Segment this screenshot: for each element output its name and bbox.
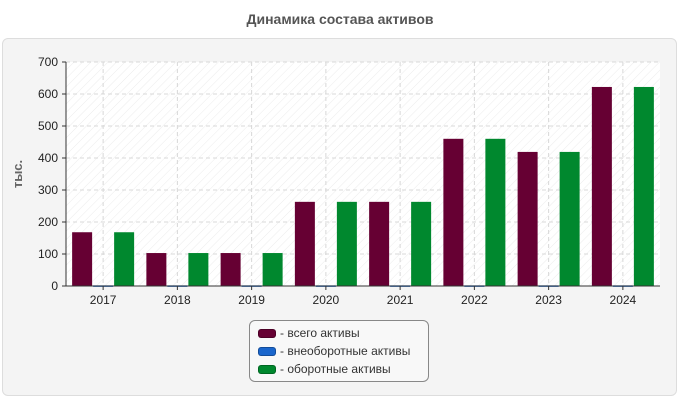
bar-series-3-2020[interactable] xyxy=(336,201,357,286)
y-tick-label: 600 xyxy=(38,87,58,101)
legend-label-noncurrent-assets: - внеоборотные активы xyxy=(280,344,411,358)
legend: - всего активы - внеоборотные активы - о… xyxy=(249,320,429,382)
bar-series-3-2023[interactable] xyxy=(559,151,580,286)
bar-series-1-2021[interactable] xyxy=(369,201,390,286)
x-tick-label: 2020 xyxy=(313,293,340,307)
y-tick-label: 100 xyxy=(38,247,58,261)
legend-label-total-assets: - всего активы xyxy=(280,326,360,340)
bar-series-3-2024[interactable] xyxy=(633,86,654,287)
y-tick-label: 300 xyxy=(38,183,58,197)
x-tick-label: 2024 xyxy=(610,293,637,307)
bar-series-3-2022[interactable] xyxy=(485,138,506,286)
bar-series-3-2019[interactable] xyxy=(262,253,283,286)
bar-series-1-2020[interactable] xyxy=(294,201,315,286)
x-tick-label: 2017 xyxy=(90,293,117,307)
y-axis-label: тыс. xyxy=(10,160,25,188)
x-tick-label: 2022 xyxy=(461,293,488,307)
y-tick-label: 400 xyxy=(38,151,58,165)
x-tick-label: 2019 xyxy=(238,293,265,307)
y-tick-label: 500 xyxy=(38,119,58,133)
legend-swatch-noncurrent-assets xyxy=(258,346,276,356)
legend-swatch-total-assets xyxy=(258,328,276,338)
bar-series-1-2022[interactable] xyxy=(443,138,464,286)
y-tick-label: 200 xyxy=(38,215,58,229)
bar-series-1-2017[interactable] xyxy=(72,232,93,286)
x-tick-label: 2021 xyxy=(387,293,414,307)
bar-series-1-2019[interactable] xyxy=(220,253,241,286)
bar-series-1-2024[interactable] xyxy=(591,86,612,287)
bar-series-3-2017[interactable] xyxy=(114,232,135,286)
y-tick-label: 700 xyxy=(38,55,58,69)
bar-series-1-2023[interactable] xyxy=(517,151,538,286)
y-tick-label: 0 xyxy=(51,279,58,293)
x-tick-label: 2023 xyxy=(535,293,562,307)
legend-label-current-assets: - оборотные активы xyxy=(280,362,391,376)
bar-series-3-2018[interactable] xyxy=(188,253,209,286)
bar-series-3-2021[interactable] xyxy=(411,201,432,286)
legend-swatch-current-assets xyxy=(258,364,276,374)
bar-series-1-2018[interactable] xyxy=(146,253,167,286)
legend-item-noncurrent-assets[interactable]: - внеоборотные активы xyxy=(258,342,420,360)
chart-title: Динамика состава активов xyxy=(246,11,434,27)
legend-item-current-assets[interactable]: - оборотные активы xyxy=(258,360,420,378)
legend-item-total-assets[interactable]: - всего активы xyxy=(258,324,420,342)
x-tick-label: 2018 xyxy=(164,293,191,307)
